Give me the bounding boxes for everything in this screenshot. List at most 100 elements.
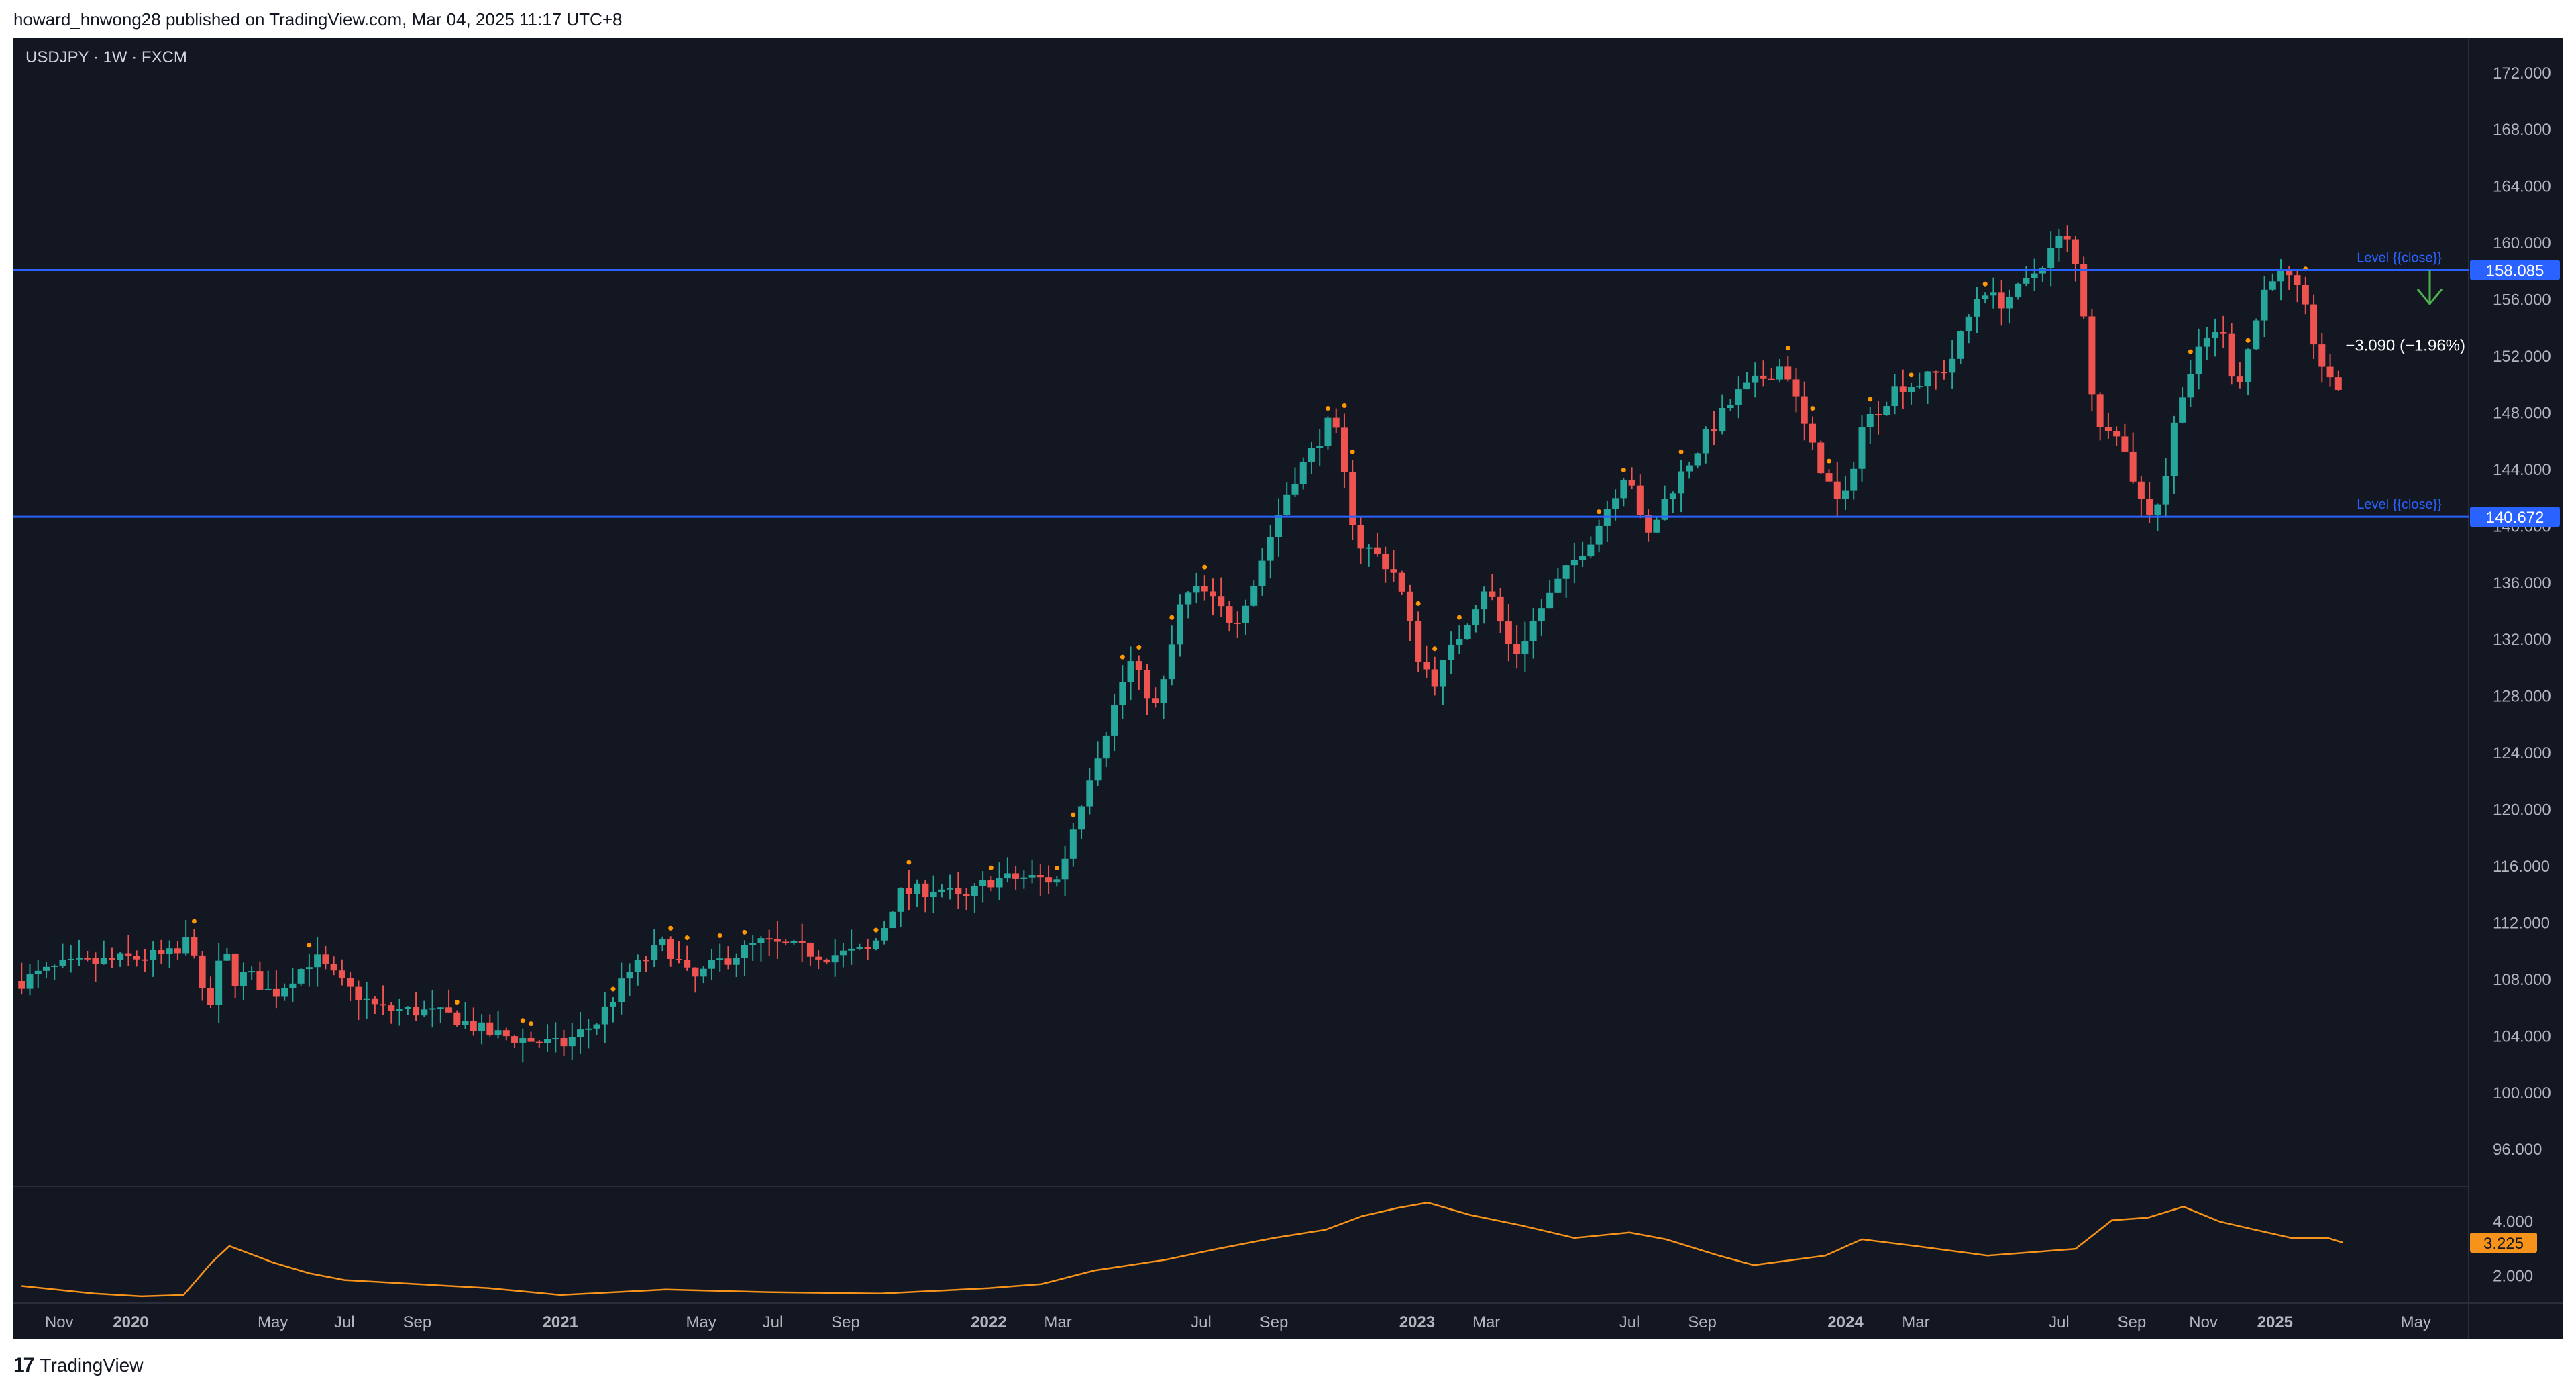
- candle-body: [1990, 292, 1997, 296]
- signal-dot: [307, 943, 312, 948]
- candle-body: [59, 960, 66, 966]
- level-price-label: 140.672: [2486, 509, 2544, 527]
- candle-body: [938, 889, 945, 892]
- candle-body: [831, 955, 839, 963]
- level-price-label: 158.085: [2486, 262, 2544, 280]
- candle-body: [215, 960, 223, 1005]
- candle-body: [404, 1006, 411, 1009]
- candle-body: [1111, 705, 1118, 736]
- signal-dot: [520, 1018, 525, 1023]
- candle-body: [330, 964, 337, 971]
- candle-body: [92, 958, 99, 964]
- time-tick-label: May: [686, 1313, 716, 1331]
- signal-dot: [1202, 564, 1208, 570]
- candle-body: [2104, 427, 2112, 431]
- candle-body: [429, 1008, 436, 1010]
- signal-dot: [1827, 458, 1832, 464]
- candle-body: [1916, 386, 1923, 388]
- candle-body: [1332, 417, 1340, 428]
- candle-body: [856, 947, 863, 949]
- candle-body: [1086, 780, 1093, 807]
- signal-dots: [191, 266, 2308, 1027]
- candle-body: [1036, 875, 1044, 878]
- candle-body: [1817, 442, 1825, 474]
- candle-body: [1579, 556, 1587, 560]
- price-tick-label: 156.000: [2493, 291, 2551, 309]
- candle-body: [2253, 320, 2260, 350]
- signal-dot: [529, 1021, 534, 1027]
- signal-dot: [191, 919, 197, 924]
- candle-body: [470, 1021, 477, 1031]
- candle-body: [1061, 858, 1069, 880]
- candle-body: [2170, 422, 2178, 476]
- candle-body: [1078, 806, 1085, 830]
- candle-body: [494, 1030, 502, 1035]
- brand[interactable]: 17 TradingView: [13, 1354, 143, 1377]
- candle-body: [1612, 498, 1619, 509]
- candle-body: [552, 1038, 559, 1040]
- candle-body: [897, 888, 904, 912]
- candle-body: [782, 941, 790, 943]
- candle-body: [26, 974, 34, 989]
- candle-body: [577, 1029, 584, 1037]
- candle-body: [1324, 417, 1332, 446]
- candle-body: [1398, 572, 1405, 592]
- candle-body: [848, 948, 855, 951]
- candle-body: [1833, 481, 1841, 499]
- candle-body: [1423, 661, 1430, 670]
- candle-body: [1801, 396, 1808, 424]
- candle-body: [174, 948, 181, 954]
- time-tick-label: 2022: [971, 1313, 1006, 1331]
- candle-body: [1258, 560, 1266, 586]
- price-tick-label: 152.000: [2493, 348, 2551, 366]
- candle-body: [815, 956, 822, 960]
- candle-body: [437, 1007, 444, 1009]
- price-chart[interactable]: 172.000 168.000 164.000 160.000 156.000 152.0…: [13, 38, 2563, 1339]
- candle-body: [1390, 569, 1397, 573]
- candle-body: [1177, 604, 1184, 645]
- signal-dot: [1325, 405, 1330, 411]
- candle-body: [42, 966, 50, 971]
- price-tick-label: 96.000: [2493, 1141, 2542, 1159]
- candle-body: [773, 939, 781, 942]
- price-tick-label: 128.000: [2493, 688, 2551, 706]
- candle-body: [421, 1009, 428, 1016]
- candle-body: [2015, 283, 2022, 297]
- candle-body: [207, 988, 214, 1005]
- candle-body: [1949, 358, 1956, 373]
- signal-dot: [742, 929, 747, 935]
- down-arrow-head-icon: [2416, 288, 2443, 306]
- candle-body: [413, 1006, 420, 1016]
- candle-body: [1899, 386, 1907, 392]
- candle-body: [1382, 553, 1389, 570]
- candle-body: [1686, 465, 1693, 472]
- signal-dot: [2245, 338, 2251, 343]
- candle-body: [297, 969, 305, 984]
- candle-body: [1595, 525, 1603, 545]
- symbol-label[interactable]: USDJPY · 1W · FXCM: [25, 48, 187, 66]
- candle-body: [2162, 476, 2169, 505]
- candle-body: [305, 967, 313, 970]
- candle-body: [823, 959, 830, 963]
- candle-body: [1554, 578, 1562, 593]
- candle-body: [1678, 471, 1685, 494]
- candle-body: [930, 892, 937, 898]
- time-tick-label: Sep: [1260, 1313, 1289, 1331]
- candle-body: [166, 948, 173, 954]
- candle-body: [996, 878, 1003, 888]
- candle-body: [239, 972, 247, 986]
- time-tick-label: Jul: [1191, 1313, 1212, 1331]
- candle-body: [1439, 660, 1446, 687]
- signal-dot: [1621, 468, 1626, 473]
- candle-body: [667, 939, 674, 959]
- candle-body: [2047, 248, 2055, 268]
- candle-body: [75, 958, 83, 960]
- price-tick-label: 124.000: [2493, 744, 2551, 762]
- candle-body: [125, 953, 132, 956]
- candle-body: [1291, 484, 1299, 495]
- time-tick-label: Jul: [763, 1313, 784, 1331]
- candle-body: [2277, 270, 2285, 282]
- candle-body: [1932, 371, 1939, 373]
- time-tick-label: May: [2401, 1313, 2431, 1331]
- candle-body: [158, 950, 165, 954]
